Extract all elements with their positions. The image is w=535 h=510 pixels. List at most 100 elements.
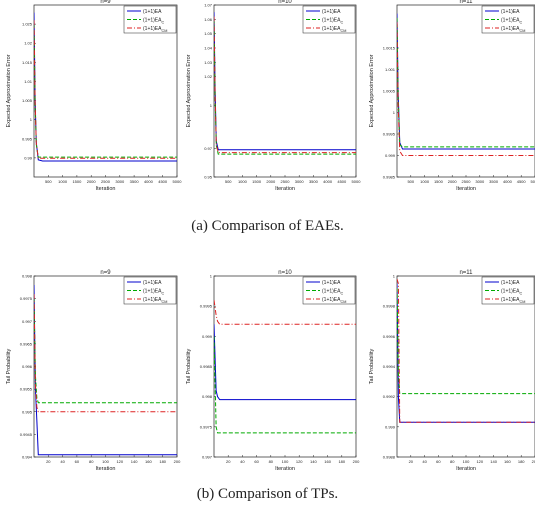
x-tick-label: 40 — [422, 459, 427, 464]
y-tick-label: 1 — [210, 103, 213, 108]
chart-title: n=10 — [278, 270, 292, 276]
legend-label: (1+1)EAC — [322, 18, 343, 25]
x-tick-label: 3500 — [130, 179, 140, 184]
chart-title: n=11 — [459, 0, 473, 5]
y-tick-label: 0.994 — [22, 455, 33, 460]
x-tick-label: 2000 — [448, 179, 458, 184]
plot-area — [33, 4, 178, 178]
x-tick-label: 120 — [116, 459, 123, 464]
chart-title: n=9 — [100, 270, 111, 276]
y-tick-label: 0.996 — [22, 364, 33, 369]
x-tick-label: 20 — [46, 459, 51, 464]
y-axis-label: Tail Probability — [6, 349, 12, 385]
y-tick-label: 0.999 — [202, 334, 213, 339]
series-line-1 — [214, 324, 356, 401]
x-tick-label: 60 — [254, 459, 259, 464]
x-tick-label: 160 — [145, 459, 152, 464]
x-tick-label: 80 — [89, 459, 94, 464]
legend: (1+1)EA (1+1)EAC(1+1)EACM — [481, 276, 535, 305]
series-line-3 — [214, 300, 356, 325]
series-line-3 — [34, 20, 177, 159]
legend-label: (1+1)EAC — [501, 18, 522, 25]
legend-label: (1+1)EACM — [501, 26, 525, 33]
legend-label: (1+1)EAC — [143, 18, 164, 25]
x-tick-label: 2500 — [101, 179, 111, 184]
y-axis-label: Tail Probability — [369, 349, 375, 385]
y-tick-label: 0.9985 — [200, 364, 213, 369]
legend-label: (1+1)EA — [143, 280, 162, 286]
y-tick-label: 1.005 — [22, 98, 33, 103]
y-tick-label: 1 — [210, 274, 213, 279]
y-tick-label: 0.9985 — [383, 175, 396, 180]
x-tick-label: 1500 — [72, 179, 82, 184]
chart-panel-3: n=11 500 1000 1500 2000 2500 3000 3500 4000 4500 5… — [369, 0, 535, 192]
x-tick-label: 20 — [409, 459, 414, 464]
y-tick-label: 0.995 — [22, 136, 33, 141]
y-tick-label: 0.9975 — [200, 424, 213, 429]
x-tick-label: 100 — [102, 459, 109, 464]
x-tick-label: 500 — [225, 179, 232, 184]
y-tick-label: 0.9988 — [383, 455, 396, 460]
x-tick-label: 4500 — [158, 179, 168, 184]
y-tick-label: 0.999 — [385, 424, 396, 429]
plot-area — [213, 4, 357, 178]
x-tick-label: 3500 — [489, 179, 499, 184]
y-tick-label: 1.02 — [24, 41, 33, 46]
x-tick-label: 1000 — [238, 179, 248, 184]
legend-label: (1+1)EA — [322, 280, 341, 286]
y-tick-label: 1.02 — [204, 74, 213, 79]
series-line-3 — [397, 22, 535, 156]
x-tick-label: 100 — [282, 459, 289, 464]
caption-eae: (a) Comparison of EAEs. — [191, 218, 344, 234]
y-axis-label: Tail Probability — [186, 349, 192, 385]
y-tick-label: 0.9996 — [383, 334, 396, 339]
x-axis-label: Iteration — [456, 186, 476, 192]
y-tick-label: 0.995 — [22, 409, 33, 414]
y-tick-label: 1.015 — [22, 60, 33, 65]
y-tick-label: 0.998 — [22, 274, 33, 279]
legend-label: (1+1)EAC — [501, 289, 522, 296]
x-tick-label: 200 — [353, 459, 360, 464]
x-tick-label: 60 — [75, 459, 80, 464]
x-tick-label: 4500 — [517, 179, 527, 184]
legend-label: (1+1)EAC — [322, 289, 343, 296]
x-tick-label: 160 — [504, 459, 511, 464]
x-tick-label: 40 — [60, 459, 65, 464]
legend-label: (1+1)EA — [501, 280, 520, 286]
legend-label: (1+1)EA — [143, 9, 162, 15]
series-line-3 — [214, 16, 356, 154]
legend: (1+1)EA (1+1)EAC(1+1)EACM — [123, 5, 177, 34]
y-tick-label: 0.999 — [385, 153, 396, 158]
series-line-2 — [34, 298, 177, 404]
y-tick-label: 0.9994 — [383, 364, 396, 369]
y-axis-label: Expected Approximation Error — [186, 54, 192, 127]
x-tick-label: 120 — [296, 459, 303, 464]
y-axis-label: Expected Approximation Error — [369, 54, 375, 127]
plot-area — [396, 275, 535, 458]
x-tick-label: 4000 — [323, 179, 333, 184]
x-tick-label: 4500 — [337, 179, 347, 184]
y-tick-label: 1.0005 — [383, 89, 396, 94]
x-tick-label: 3000 — [115, 179, 125, 184]
y-tick-label: 0.9998 — [383, 304, 396, 309]
y-tick-label: 0.9955 — [20, 387, 33, 392]
x-axis-label: Iteration — [96, 466, 116, 472]
x-tick-label: 140 — [490, 459, 497, 464]
x-tick-label: 180 — [159, 459, 166, 464]
y-tick-label: 0.997 — [202, 455, 213, 460]
x-tick-label: 4000 — [503, 179, 513, 184]
x-tick-label: 3500 — [309, 179, 319, 184]
chart-title: n=10 — [278, 0, 292, 5]
x-tick-label: 1000 — [420, 179, 430, 184]
x-tick-label: 140 — [131, 459, 138, 464]
x-tick-label: 5000 — [173, 179, 183, 184]
y-tick-label: 1.0015 — [383, 46, 396, 51]
legend-label: (1+1)EACM — [143, 297, 167, 304]
x-tick-label: 200 — [532, 459, 535, 464]
y-tick-label: 0.997 — [22, 319, 33, 324]
legend-label: (1+1)EACM — [322, 26, 346, 33]
y-axis-label: Expected Approximation Error — [6, 54, 12, 127]
y-tick-label: 0.998 — [202, 394, 213, 399]
x-axis-label: Iteration — [456, 466, 476, 472]
y-tick-label: 0.9945 — [20, 432, 33, 437]
